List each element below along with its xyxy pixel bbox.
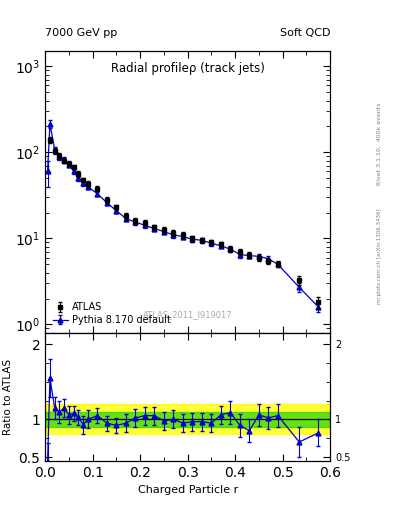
- Text: mcplots.cern.ch [arXiv:1306.3436]: mcplots.cern.ch [arXiv:1306.3436]: [377, 208, 382, 304]
- Legend: ATLAS, Pythia 8.170 default: ATLAS, Pythia 8.170 default: [50, 299, 174, 328]
- X-axis label: Charged Particle r: Charged Particle r: [138, 485, 238, 495]
- Bar: [45, 412, 330, 427]
- Text: Rivet 3.1.10,  400k events: Rivet 3.1.10, 400k events: [377, 102, 382, 185]
- Text: Soft QCD: Soft QCD: [280, 28, 330, 38]
- Text: ATLAS_2011_I919017: ATLAS_2011_I919017: [143, 310, 233, 318]
- Y-axis label: Ratio to ATLAS: Ratio to ATLAS: [3, 359, 13, 435]
- Bar: [45, 404, 330, 435]
- Text: Radial profileρ (track jets): Radial profileρ (track jets): [111, 62, 264, 75]
- Text: 7000 GeV pp: 7000 GeV pp: [45, 28, 118, 38]
